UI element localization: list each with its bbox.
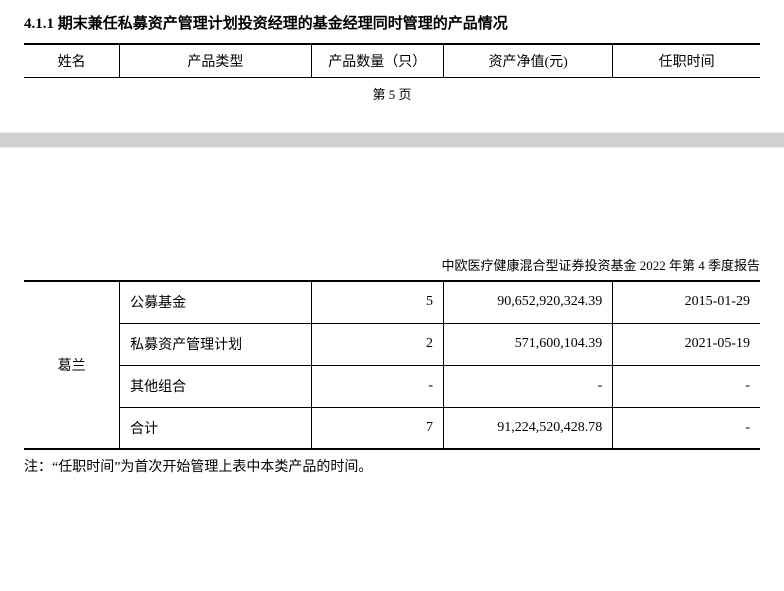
data-table-wrap: 葛兰 公募基金 5 90,652,920,324.39 2015-01-29 私…: [0, 280, 784, 450]
spacer: [0, 165, 784, 255]
footnote: 注：“任职时间”为首次开始管理上表中本类产品的时间。: [0, 450, 784, 476]
manager-name-cell: 葛兰: [24, 281, 120, 449]
nav-value-cell: 90,652,920,324.39: [444, 281, 613, 323]
col-header-val: 资产净值(元): [444, 44, 613, 78]
nav-value-cell: -: [444, 365, 613, 407]
product-type-cell: 合计: [120, 407, 311, 449]
header-table-wrap: 姓名 产品类型 产品数量（只） 资产净值(元) 任职时间: [0, 43, 784, 78]
header-table: 姓名 产品类型 产品数量（只） 资产净值(元) 任职时间: [24, 43, 760, 78]
col-header-name: 姓名: [24, 44, 120, 78]
product-type-cell: 公募基金: [120, 281, 311, 323]
product-qty-cell: -: [311, 365, 443, 407]
table-row: 合计 7 91,224,520,428.78 -: [24, 407, 760, 449]
col-header-type: 产品类型: [120, 44, 311, 78]
product-type-cell: 其他组合: [120, 365, 311, 407]
header-row: 姓名 产品类型 产品数量（只） 资产净值(元) 任职时间: [24, 44, 760, 78]
product-qty-cell: 5: [311, 281, 443, 323]
tenure-date-cell: 2015-01-29: [613, 281, 760, 323]
tenure-date-cell: -: [613, 365, 760, 407]
report-title: 中欧医疗健康混合型证券投资基金 2022 年第 4 季度报告: [0, 255, 784, 280]
product-qty-cell: 2: [311, 323, 443, 365]
product-type-cell: 私募资产管理计划: [120, 323, 311, 365]
section-heading: 4.1.1 期末兼任私募资产管理计划投资经理的基金经理同时管理的产品情况: [0, 0, 784, 43]
col-header-date: 任职时间: [613, 44, 760, 78]
nav-value-cell: 91,224,520,428.78: [444, 407, 613, 449]
tenure-date-cell: -: [613, 407, 760, 449]
table-row: 私募资产管理计划 2 571,600,104.39 2021-05-19: [24, 323, 760, 365]
product-qty-cell: 7: [311, 407, 443, 449]
tenure-date-cell: 2021-05-19: [613, 323, 760, 365]
nav-value-cell: 571,600,104.39: [444, 323, 613, 365]
table-row: 葛兰 公募基金 5 90,652,920,324.39 2015-01-29: [24, 281, 760, 323]
page-number: 第 5 页: [0, 78, 784, 115]
data-table: 葛兰 公募基金 5 90,652,920,324.39 2015-01-29 私…: [24, 280, 760, 450]
page-break: [0, 115, 784, 165]
table-row: 其他组合 - - -: [24, 365, 760, 407]
col-header-qty: 产品数量（只）: [311, 44, 443, 78]
